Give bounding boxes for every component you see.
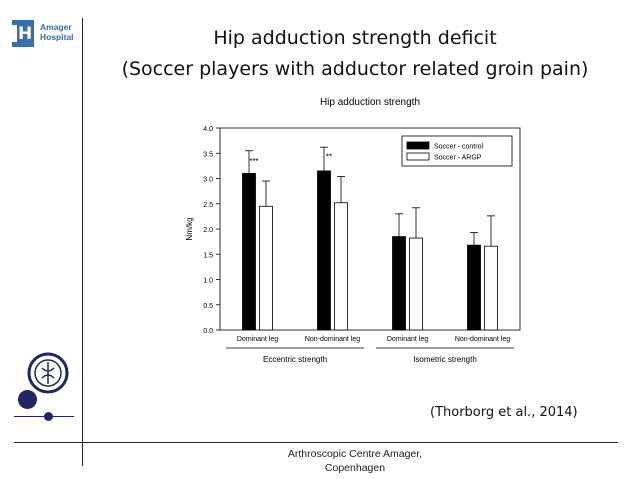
bar-argp [259,205,273,331]
y-axis-label: Nm/kg [185,217,194,240]
legend-swatch [406,152,430,161]
legend-box [401,135,513,167]
footer-line-2: Copenhagen [324,462,386,474]
group-label: Eccentric strength [263,355,327,364]
footer-line-1: Arthroscopic Centre Amager, [287,448,423,460]
x-tick-label: Dominant leg [387,336,428,343]
slide-title-line-1: Hip adduction strength deficit [213,27,497,49]
decor-dot-large [18,390,37,409]
bar-argp [409,237,423,331]
y-tick-label: 1.0 [203,278,213,285]
group-label: Isometric strength [413,355,477,364]
legend-swatch [406,141,430,150]
bar-control [242,173,256,331]
x-tick-label: Non-dominant leg [455,336,510,343]
bar-control [317,170,331,331]
bar-control [392,236,406,331]
y-tick-label: 0.0 [203,328,213,335]
y-tick-label: 2.5 [203,202,213,209]
y-tick-label: 3.0 [203,177,213,184]
significance-label: *** [249,157,258,166]
bar-argp [334,202,348,331]
logo-tag [11,25,17,42]
bottom-rule [14,442,618,443]
left-rule [82,18,83,466]
legend-entry: Soccer - control [434,144,483,151]
logo-line-2: Hospital [40,32,74,42]
chart-title: Hip adduction strength [320,97,420,108]
logo-initial: H [18,24,33,44]
citation: (Thorborg et al., 2014) [430,405,578,420]
bar-control [467,244,481,331]
university-seal-icon [27,352,69,394]
y-tick-label: 3.5 [203,151,213,158]
logo-line-1: Amager [40,22,72,32]
x-tick-label: Non-dominant leg [305,336,360,343]
hospital-logo-icon: H [11,20,34,47]
bar-chart: Hip adduction strength 0.0 0.5 1.0 1.5 2.0 2.5… [185,97,521,364]
x-tick-label: Dominant leg [237,336,278,343]
y-tick-label: 2.0 [203,227,213,234]
significance-label: ** [326,152,332,161]
decor-dot-small [44,412,53,421]
legend-entry: Soccer - ARGP [434,155,482,162]
hospital-logo-text: Amager Hospital [40,22,74,42]
slide-title-line-2: (Soccer players with adductor related gr… [121,58,589,80]
y-tick-label: 0.5 [203,303,213,310]
y-tick-label: 1.5 [203,252,213,259]
y-tick-label: 4.0 [203,126,213,133]
bar-argp [484,245,498,331]
